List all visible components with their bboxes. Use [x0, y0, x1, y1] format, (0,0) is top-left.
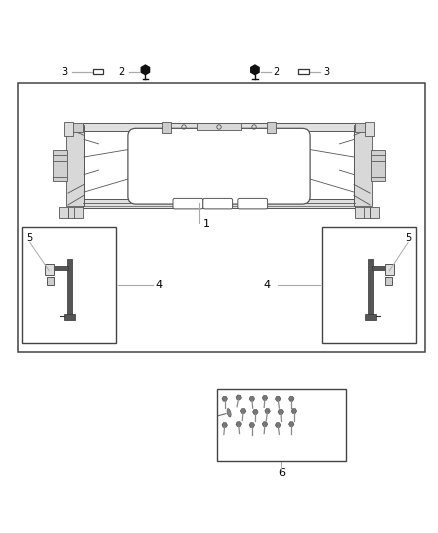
- Bar: [365, 122, 374, 136]
- FancyBboxPatch shape: [173, 198, 203, 209]
- Bar: [372, 265, 387, 270]
- Bar: [162, 122, 171, 133]
- Polygon shape: [222, 423, 227, 427]
- Bar: [47, 277, 54, 285]
- Polygon shape: [249, 423, 254, 427]
- Bar: [368, 259, 373, 316]
- Bar: [93, 69, 103, 74]
- Text: 6: 6: [278, 468, 285, 478]
- Polygon shape: [262, 422, 268, 427]
- Bar: [197, 123, 241, 130]
- Bar: [385, 264, 394, 275]
- Polygon shape: [236, 395, 241, 400]
- Polygon shape: [262, 395, 268, 400]
- Polygon shape: [141, 65, 150, 75]
- Text: 4: 4: [155, 280, 162, 290]
- Bar: [53, 265, 67, 270]
- Bar: [217, 389, 346, 462]
- Text: 2: 2: [119, 67, 125, 77]
- Polygon shape: [276, 396, 281, 401]
- FancyBboxPatch shape: [128, 128, 310, 204]
- Bar: [53, 150, 67, 181]
- Bar: [371, 150, 385, 181]
- Bar: [355, 207, 379, 218]
- Bar: [45, 264, 53, 275]
- Polygon shape: [278, 409, 283, 415]
- Bar: [70, 123, 83, 132]
- Ellipse shape: [227, 409, 231, 417]
- Polygon shape: [289, 397, 294, 401]
- Bar: [355, 123, 368, 132]
- Bar: [59, 207, 83, 218]
- Polygon shape: [249, 396, 254, 401]
- Bar: [322, 227, 416, 343]
- Bar: [22, 227, 116, 343]
- Text: 3: 3: [324, 67, 330, 77]
- Polygon shape: [289, 422, 294, 426]
- Bar: [64, 314, 74, 320]
- Polygon shape: [265, 408, 270, 414]
- Bar: [298, 69, 309, 74]
- Polygon shape: [276, 423, 281, 427]
- Text: 1: 1: [202, 219, 209, 229]
- Text: 2: 2: [274, 67, 280, 77]
- Bar: [67, 259, 72, 316]
- Bar: [66, 125, 84, 206]
- FancyBboxPatch shape: [203, 198, 233, 209]
- Bar: [18, 83, 425, 352]
- Bar: [64, 122, 73, 136]
- Polygon shape: [253, 409, 258, 414]
- Polygon shape: [236, 422, 241, 427]
- Bar: [354, 125, 372, 206]
- FancyBboxPatch shape: [238, 198, 268, 209]
- Text: 5: 5: [27, 233, 33, 243]
- Polygon shape: [222, 397, 227, 401]
- Bar: [83, 123, 355, 131]
- Polygon shape: [251, 65, 259, 75]
- Bar: [267, 122, 276, 133]
- Bar: [365, 314, 376, 320]
- Polygon shape: [291, 409, 297, 414]
- Text: 4: 4: [264, 280, 271, 290]
- Bar: [83, 199, 355, 208]
- Text: 3: 3: [62, 67, 68, 77]
- Text: 5: 5: [405, 233, 411, 243]
- Polygon shape: [240, 408, 246, 414]
- Bar: [385, 277, 392, 285]
